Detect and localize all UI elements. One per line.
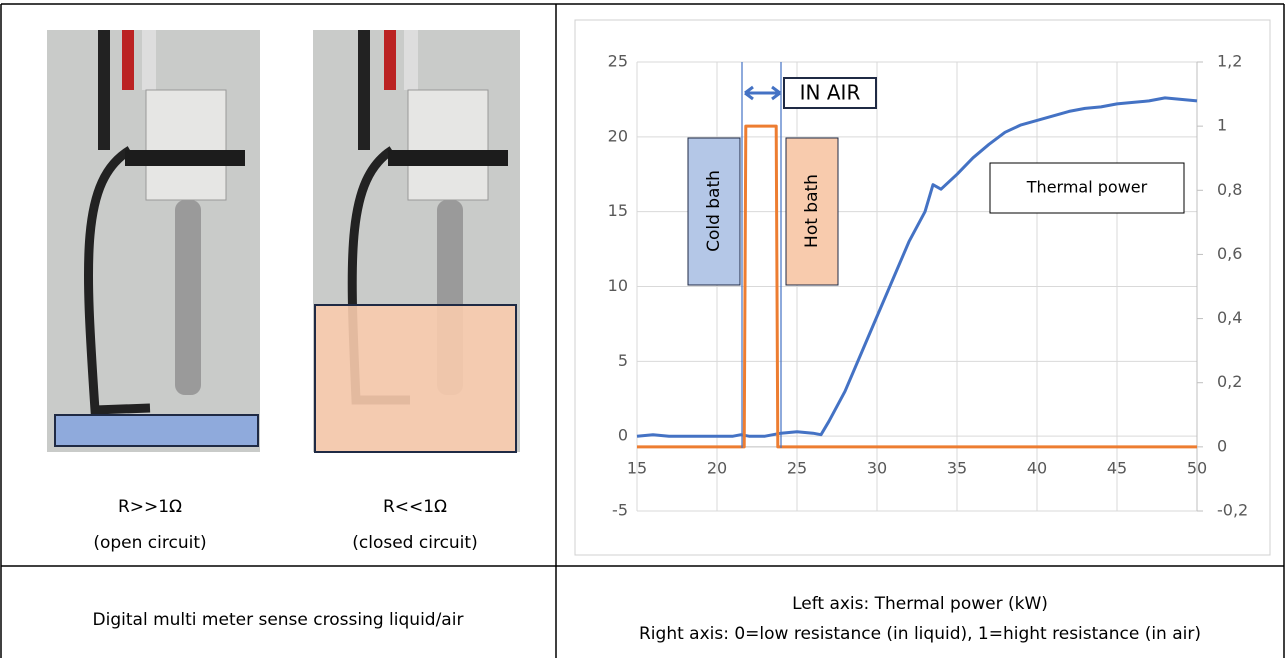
x-tick-label: 15 [627, 458, 647, 477]
x-tick-label: 30 [867, 458, 887, 477]
annotation-box [687, 137, 741, 286]
annotation: Cold bath [704, 170, 724, 252]
y-tick-label: 10 [608, 276, 628, 295]
y2-tick-label: 1,2 [1217, 52, 1242, 71]
y2-tick-label: 0,8 [1217, 180, 1242, 199]
grid: -5 0 5 10 15 20 25 -0,2 0 0,2 0,4 0,6 0,8 1 1,2 15 20 25 3… [608, 52, 1249, 520]
photo-label: (open circuit) [93, 533, 206, 553]
caption: Right axis: 0=low resistance (in liquid)… [639, 624, 1201, 644]
photo-label: R<<1Ω [383, 497, 447, 517]
caption: Digital multi meter sense crossing liqui… [93, 610, 464, 630]
y-tick-label: 15 [608, 201, 628, 220]
series-label: Thermal power [1026, 178, 1148, 197]
chart-frame [574, 19, 1271, 556]
y2-tick-label: 0,4 [1217, 308, 1242, 327]
y2-tick-label: 0,6 [1217, 244, 1242, 263]
plot [636, 96, 1198, 449]
x-tick-label: 45 [1107, 458, 1127, 477]
photo-label: R>>1Ω [118, 497, 182, 517]
annotation: Hot bath [802, 174, 822, 248]
x-tick-label: 35 [947, 458, 967, 477]
caption: Left axis: Thermal power (kW) [792, 594, 1048, 614]
x-tick-label: 25 [787, 458, 807, 477]
y2-tick-label: -0,2 [1217, 501, 1248, 520]
y-tick-label: 5 [618, 351, 628, 370]
y-tick-label: 25 [608, 52, 628, 71]
arrow [744, 85, 781, 101]
photo-open-circuit [47, 30, 260, 452]
photo-label: (closed circuit) [352, 533, 477, 553]
series-line [636, 96, 1198, 438]
y-tick-label: -5 [612, 501, 628, 520]
y2-tick-label: 0,2 [1217, 372, 1242, 391]
annotation-box [785, 137, 839, 286]
photo-closed-circuit [313, 30, 520, 453]
y-tick-label: 20 [608, 126, 628, 145]
series-line [637, 124, 1197, 449]
x-tick-label: 20 [707, 458, 727, 477]
annotation: IN AIR [800, 81, 861, 105]
x-tick-label: 40 [1027, 458, 1047, 477]
annotation-box [783, 77, 877, 109]
label-box [989, 162, 1185, 214]
y2-tick-label: 0 [1217, 436, 1227, 455]
y2-tick-label: 1 [1217, 116, 1227, 135]
table-borders [0, 3, 1285, 658]
y-tick-label: 0 [618, 426, 628, 445]
